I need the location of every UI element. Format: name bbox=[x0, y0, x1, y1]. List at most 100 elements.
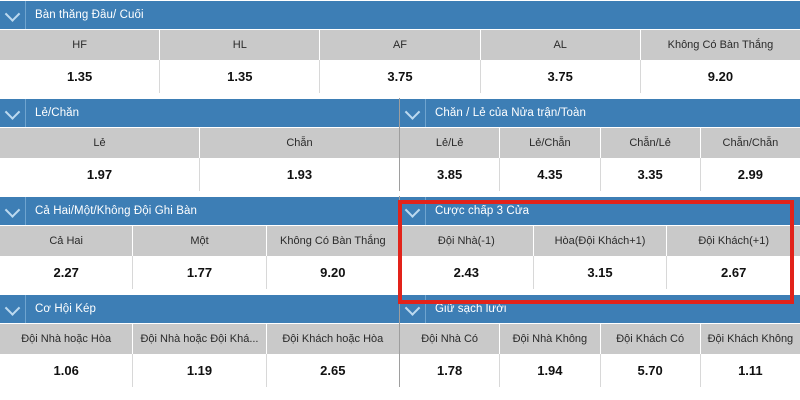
column-header: Đội Nhà Có bbox=[400, 324, 501, 354]
odds-row: 2.43 3.15 2.67 bbox=[400, 256, 800, 289]
odds-row: 3.85 4.35 3.35 2.99 bbox=[400, 158, 800, 191]
section-title: Bàn thắng Đầu/ Cuối bbox=[35, 9, 144, 21]
odds-cell[interactable]: 1.94 bbox=[500, 354, 601, 387]
odds-cell[interactable]: 1.93 bbox=[286, 167, 313, 182]
column-header-row: Đội Nhà hoặc Hòa Đội Nhà hoặc Đội Khá... Đ… bbox=[0, 324, 399, 354]
market-row: Cả Hai/Một/Không Đội Ghi Bàn Cả Hai Một Khô… bbox=[0, 196, 800, 289]
chevron-down-glyph bbox=[404, 103, 421, 120]
chevron-down-icon[interactable] bbox=[0, 99, 26, 127]
column-header: Đội Khách Có bbox=[601, 324, 701, 354]
section-title: Giữ sạch lưới bbox=[435, 303, 507, 315]
column-header: Đội Khách hoặc Hòa bbox=[282, 333, 384, 345]
market-row: Cơ Hội Kép Đội Nhà hoặc Hòa Đội Nhà hoặc Đ… bbox=[0, 294, 800, 387]
column-header: AL bbox=[481, 30, 641, 60]
column-header: Một bbox=[133, 226, 267, 256]
market-section-ca-hai-mot-khong-doi-ghi-ban: Cả Hai/Một/Không Đội Ghi Bàn Cả Hai Một Khô… bbox=[0, 196, 400, 289]
section-title: Cơ Hội Kép bbox=[35, 303, 96, 315]
odds-cell[interactable]: 1.78 bbox=[400, 354, 501, 387]
odds-cell[interactable]: 1.35 bbox=[0, 60, 161, 93]
chevron-down-icon[interactable] bbox=[400, 197, 426, 225]
column-header: Đội Nhà Không bbox=[500, 324, 601, 354]
column-header: Chẵn bbox=[286, 137, 313, 149]
section-header-cuoc-chap-3-cua[interactable]: Cược chấp 3 Cửa bbox=[400, 196, 800, 226]
chevron-down-glyph bbox=[4, 103, 21, 120]
section-title: Chẵn / Lẻ của Nửa trận/Toàn bbox=[435, 107, 587, 119]
chevron-down-icon[interactable] bbox=[0, 197, 26, 225]
odds-cell[interactable]: 3.75 bbox=[320, 60, 481, 93]
odds-cell[interactable]: 2.99 bbox=[737, 167, 764, 182]
chevron-down-glyph bbox=[4, 201, 21, 218]
column-header: HF bbox=[0, 30, 161, 60]
odds-cell[interactable]: 2.43 bbox=[400, 256, 534, 289]
market-section-le-chan: Lẻ/Chẵn Lẻ Chẵn 1.97 1.93 bbox=[0, 98, 400, 191]
odds-cell[interactable]: 1.19 bbox=[133, 354, 267, 387]
section-header-giu-sach-luoi[interactable]: Giữ sạch lưới bbox=[400, 294, 800, 324]
odds-cell[interactable]: 3.35 bbox=[601, 158, 701, 191]
column-header: Chẵn/Lẻ bbox=[601, 128, 701, 158]
odds-cell[interactable]: 1.35 bbox=[160, 60, 321, 93]
odds-cell[interactable]: 3.85 bbox=[400, 158, 501, 191]
odds-cell[interactable]: 9.20 bbox=[320, 265, 346, 280]
chevron-down-glyph bbox=[404, 201, 421, 218]
column-header: Đội Khách Không bbox=[707, 333, 794, 345]
chevron-down-glyph bbox=[4, 299, 21, 316]
market-section-giu-sach-luoi: Giữ sạch lưới Đội Nhà Có Đội Nhà Không Đội … bbox=[400, 294, 800, 387]
market-row: Lẻ/Chẵn Lẻ Chẵn 1.97 1.93 Chẵn / Lẻ của Nửa t… bbox=[0, 98, 800, 191]
market-section-cuoc-chap-3-cua: Cược chấp 3 Cửa Đội Nhà(-1) Hòa(Đội Khách+… bbox=[400, 196, 800, 289]
column-header: Đội Nhà(-1) bbox=[400, 226, 534, 256]
section-header-chan-le-nua-tran-toan[interactable]: Chẵn / Lẻ của Nửa trận/Toàn bbox=[400, 98, 800, 128]
odds-cell[interactable]: 4.35 bbox=[500, 158, 601, 191]
section-title: Cược chấp 3 Cửa bbox=[435, 205, 530, 217]
odds-cell[interactable]: 1.11 bbox=[738, 363, 763, 378]
row-spacer bbox=[0, 191, 800, 196]
column-header: Chẵn/Chẵn bbox=[722, 137, 779, 149]
section-header-ca-hai-mot-khong-doi-ghi-ban[interactable]: Cả Hai/Một/Không Đội Ghi Bàn bbox=[0, 196, 399, 226]
odds-cell[interactable]: 5.70 bbox=[601, 354, 701, 387]
column-header: Lẻ/Lẻ bbox=[400, 128, 501, 158]
odds-cell[interactable]: 1.77 bbox=[133, 256, 267, 289]
column-header-row: Cả Hai Một Không Có Bàn Thắng bbox=[0, 226, 399, 256]
column-header: Đội Nhà hoặc Hòa bbox=[0, 324, 134, 354]
column-header: AF bbox=[320, 30, 481, 60]
column-header: Cả Hai bbox=[0, 226, 134, 256]
column-header-row: Lẻ Chẵn bbox=[0, 128, 399, 158]
odds-row: 1.06 1.19 2.65 bbox=[0, 354, 399, 387]
column-header-row: HF HL AF AL Không Có Bàn Thắng bbox=[0, 30, 800, 60]
column-header: Đội Nhà hoặc Đội Khá... bbox=[133, 324, 267, 354]
chevron-down-icon[interactable] bbox=[0, 1, 26, 29]
odds-row: 1.97 1.93 bbox=[0, 158, 399, 191]
section-header-co-hoi-kep[interactable]: Cơ Hội Kép bbox=[0, 294, 399, 324]
column-header: Lẻ/Chẵn bbox=[500, 128, 601, 158]
odds-cell[interactable]: 2.27 bbox=[0, 256, 134, 289]
chevron-down-icon[interactable] bbox=[0, 295, 26, 323]
odds-row: 1.78 1.94 5.70 1.11 bbox=[400, 354, 800, 387]
market-section-ban-thang-dau-cuoi: Bàn thắng Đầu/ Cuối HF HL AF AL Không Có Bàn … bbox=[0, 0, 800, 93]
column-header: Lẻ bbox=[0, 128, 200, 158]
column-header: Không Có Bàn Thắng bbox=[280, 235, 386, 247]
odds-cell[interactable]: 9.20 bbox=[707, 69, 734, 84]
section-title: Lẻ/Chẵn bbox=[35, 107, 80, 119]
column-header: Không Có Bàn Thắng bbox=[667, 39, 774, 51]
column-header-row: Đội Nhà Có Đội Nhà Không Đội Khách Có Đội K… bbox=[400, 324, 800, 354]
chevron-down-icon[interactable] bbox=[400, 295, 426, 323]
market-section-chan-le-nua-tran-toan: Chẵn / Lẻ của Nửa trận/Toàn Lẻ/Lẻ Lẻ/Chẵn C… bbox=[400, 98, 800, 191]
column-header-row: Đội Nhà(-1) Hòa(Đội Khách+1) Đội Khách(+1) bbox=[400, 226, 800, 256]
odds-cell[interactable]: 3.75 bbox=[481, 60, 641, 93]
column-header: Đội Khách(+1) bbox=[698, 235, 769, 247]
chevron-down-icon[interactable] bbox=[400, 99, 426, 127]
section-header-le-chan[interactable]: Lẻ/Chẵn bbox=[0, 98, 399, 128]
odds-row: 2.27 1.77 9.20 bbox=[0, 256, 399, 289]
odds-row: 1.35 1.35 3.75 3.75 9.20 bbox=[0, 60, 800, 93]
section-header-ban-thang-dau-cuoi[interactable]: Bàn thắng Đầu/ Cuối bbox=[0, 0, 800, 30]
odds-cell[interactable]: 1.06 bbox=[0, 354, 134, 387]
column-header-row: Lẻ/Lẻ Lẻ/Chẵn Chẵn/Lẻ Chẵn/Chẵn bbox=[400, 128, 800, 158]
odds-cell[interactable]: 2.67 bbox=[721, 265, 747, 280]
odds-cell[interactable]: 3.15 bbox=[534, 256, 668, 289]
chevron-down-glyph bbox=[4, 5, 21, 22]
chevron-down-glyph bbox=[404, 299, 421, 316]
market-section-co-hoi-kep: Cơ Hội Kép Đội Nhà hoặc Hòa Đội Nhà hoặc Đ… bbox=[0, 294, 400, 387]
odds-cell[interactable]: 1.97 bbox=[0, 158, 200, 191]
odds-cell[interactable]: 2.65 bbox=[320, 363, 346, 378]
section-title: Cả Hai/Một/Không Đội Ghi Bàn bbox=[35, 205, 197, 217]
